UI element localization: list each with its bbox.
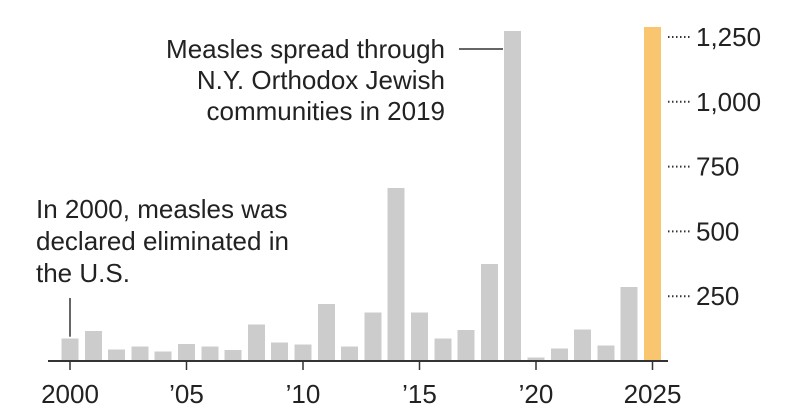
annotation-elimination-text: In 2000, measles was declared eliminated … (36, 194, 289, 288)
bar-2005 (178, 343, 195, 361)
annotation-outbreak-line: communities in 2019 (207, 96, 445, 126)
x-tick-label-2000: 2000 (41, 379, 99, 409)
annotation-elimination-line: declared eliminated in (36, 226, 289, 256)
y-tick-label-1000: 1,000 (696, 87, 761, 117)
bar-2008 (247, 324, 265, 361)
y-tick-label-1250: 1,250 (696, 22, 761, 52)
x-tick-label-2015: ’15 (402, 379, 437, 409)
bar-2002 (108, 349, 126, 361)
annotation-elimination-line: the U.S. (36, 258, 130, 288)
bar-2020 (527, 357, 545, 361)
annotations-group: In 2000, measles was declared eliminated … (36, 34, 503, 337)
annotation-outbreak-line: Measles spread through (166, 34, 445, 64)
x-tick-label-2005: ’05 (169, 379, 204, 409)
x-axis-ticks: 2000 ’05 ’10 ’15 ’20 2025 (41, 361, 681, 409)
bar-2012 (341, 346, 359, 361)
bar-2003 (131, 346, 149, 361)
bar-2018 (480, 263, 498, 361)
y-tick-label-750: 750 (696, 152, 739, 182)
bar-2014 (387, 188, 405, 361)
bar-2017 (457, 329, 475, 361)
annotation-outbreak-text: Measles spread through N.Y. Orthodox Jewi… (166, 34, 445, 126)
annotation-elimination-line: In 2000, measles was (36, 194, 287, 224)
bar-2001 (84, 330, 102, 361)
bar-2000 (61, 338, 79, 361)
annotation-outbreak-line: N.Y. Orthodox Jewish (197, 65, 445, 95)
y-tick-label-250: 250 (696, 281, 739, 311)
x-tick-label-2010: ’10 (286, 379, 321, 409)
bar-2021 (550, 348, 568, 361)
y-tick-label-500: 500 (696, 216, 739, 246)
bar-2004 (154, 351, 172, 361)
bars-group (61, 27, 661, 362)
bar-2025 (644, 27, 661, 361)
bar-2010 (294, 344, 312, 361)
bar-2009 (271, 342, 289, 361)
y-axis-ticks: 250 500 750 1,000 1,250 (668, 22, 761, 311)
bar-2022 (574, 329, 592, 361)
x-tick-label-2025: 2025 (624, 379, 682, 409)
bar-2015 (411, 312, 428, 361)
bar-2024 (620, 287, 638, 361)
bar-2006 (201, 346, 219, 361)
x-tick-label-2020: ’20 (519, 379, 554, 409)
bar-2019 (504, 30, 522, 362)
bar-2013 (364, 312, 382, 361)
bar-2023 (597, 345, 615, 361)
bar-2007 (224, 349, 242, 361)
bar-2011 (317, 304, 335, 361)
bar-2016 (434, 338, 452, 361)
